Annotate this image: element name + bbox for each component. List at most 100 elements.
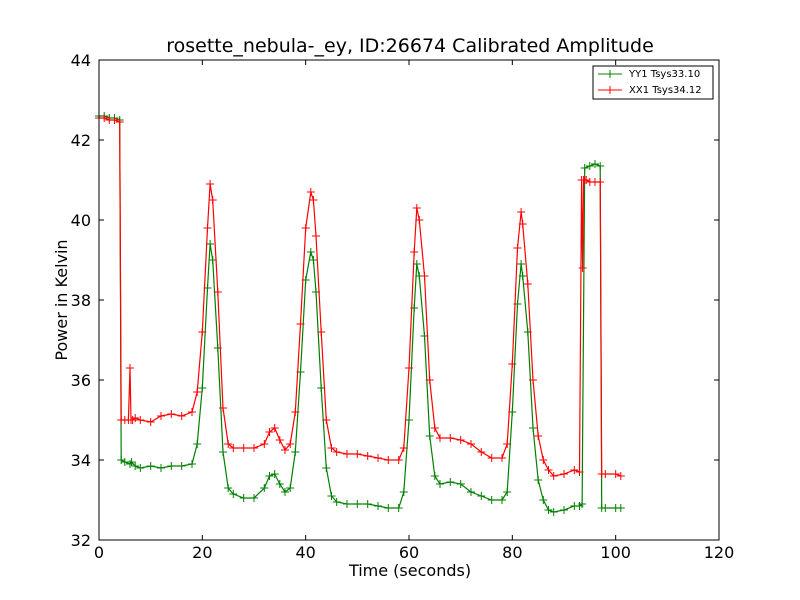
series-0-point [260, 484, 269, 492]
series-0-point [585, 162, 594, 170]
series-0-point [544, 506, 553, 514]
series-0-point [265, 472, 274, 480]
series-1-point [193, 388, 202, 396]
series-1-point [456, 436, 465, 444]
series-1-point [616, 472, 625, 480]
series-0-point [405, 416, 413, 424]
series-0-point [131, 462, 140, 470]
series-1-point [412, 204, 421, 212]
series-1-point [301, 224, 310, 232]
series-1-point [410, 248, 419, 256]
series-0-point [322, 464, 331, 472]
axis-ticks: 0 20 40 60 80 100 120 32 34 36 38 40 42 44 [71, 51, 735, 562]
series-1-point [508, 360, 517, 368]
plot-area [95, 112, 625, 516]
series-0-point [363, 500, 372, 508]
series-1-point [239, 444, 248, 452]
x-tick-label: 120 [704, 543, 735, 562]
series-1-point [281, 446, 289, 454]
y-tick-label: 44 [71, 51, 91, 70]
series-0-point [188, 460, 196, 468]
series-1-point [332, 448, 341, 456]
series-1-point [596, 178, 605, 186]
series-1-point [529, 376, 537, 384]
series-0-point [446, 478, 455, 486]
series-1-point [425, 376, 434, 384]
series-1-point [343, 450, 351, 458]
series-1-point [100, 114, 109, 122]
series-1-point [384, 456, 393, 464]
series-0-point [374, 502, 382, 510]
series-1-point [286, 440, 295, 448]
legend-marker-yy1 [606, 70, 614, 78]
series-1-point [317, 328, 326, 336]
series-0-point [503, 488, 512, 496]
series-0-point [206, 240, 215, 248]
series-1-point [136, 416, 145, 424]
series-1-point [110, 116, 119, 124]
x-tick-label: 80 [502, 543, 522, 562]
series-1-point [206, 180, 215, 188]
y-tick-label: 40 [71, 211, 91, 230]
series-0-point [229, 490, 238, 498]
series-0-point [117, 456, 126, 464]
series-1-point [309, 196, 318, 204]
series-1-point [306, 188, 315, 196]
legend-marker-xx1 [606, 86, 614, 94]
series-0-point [578, 500, 587, 508]
series-0-point [198, 384, 207, 392]
x-tick-label: 40 [295, 543, 315, 562]
series-0-point [529, 424, 537, 432]
series-1-point [611, 470, 620, 478]
series-line-1 [99, 117, 622, 477]
series-1-point [539, 456, 548, 464]
series-0-point [120, 458, 129, 466]
series-1-point [582, 176, 591, 184]
series-0-point [177, 462, 186, 470]
series-1-point [415, 216, 424, 224]
series-1-point [517, 208, 526, 216]
series-1-point [467, 440, 475, 448]
chart-title: rosette_nebula-_ey, ID:26674 Calibrated … [166, 35, 654, 57]
series-0-point [193, 440, 202, 448]
series-1-point [430, 424, 439, 432]
series-0-point [332, 498, 341, 506]
series-1-point [203, 224, 212, 232]
series-1-point [275, 436, 284, 444]
series-line-0 [99, 115, 621, 513]
y-tick-label: 42 [71, 131, 91, 150]
series-1-point [549, 472, 558, 480]
series-0-point [591, 160, 599, 168]
series-0-point [560, 506, 568, 514]
series-0-point [616, 504, 625, 512]
series-0-point [136, 464, 145, 472]
series-0-point [224, 484, 233, 492]
series-1-point [534, 432, 543, 440]
legend: YY1 Tsys33.10 XX1 Tsys34.12 [592, 65, 714, 100]
series-0-point [580, 164, 589, 172]
series-1-point [477, 448, 486, 456]
x-axis-label: Time (seconds) [348, 561, 471, 580]
series-1-point [544, 466, 553, 474]
series-1-point [224, 440, 233, 448]
series-1-point [578, 264, 587, 272]
series-1-point [296, 320, 305, 328]
series-0-point [309, 256, 318, 264]
series-0-point [250, 494, 258, 502]
y-axis-label: Power in Kelvin [52, 239, 71, 360]
series-0-point [343, 500, 351, 508]
series-1-point [560, 470, 568, 478]
series-1-point [213, 288, 222, 296]
series-1-point [131, 414, 140, 422]
series-1-point [167, 410, 176, 418]
series-1-point [265, 428, 274, 436]
series-0-point [601, 504, 610, 512]
series-0-point [239, 494, 248, 502]
series-1-point [575, 468, 584, 476]
series-1-point [260, 440, 269, 448]
series-0-point [291, 448, 300, 456]
series-0-point [430, 472, 439, 480]
series-0-point [327, 492, 336, 500]
series-0-point [498, 496, 506, 504]
